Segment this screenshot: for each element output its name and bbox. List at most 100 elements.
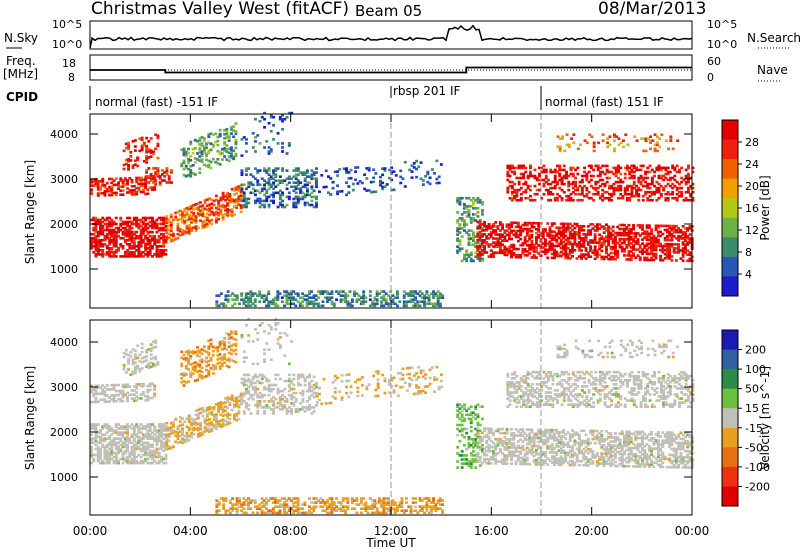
power-cell	[505, 249, 509, 253]
power-cell	[657, 164, 661, 168]
power-cell	[547, 190, 550, 194]
power-cell	[321, 292, 325, 295]
velocity-cell	[148, 425, 152, 428]
power-cell	[650, 238, 653, 242]
velocity-cell	[94, 398, 98, 402]
power-cell	[214, 198, 218, 202]
power-cell	[427, 296, 431, 299]
power-cell	[238, 302, 241, 306]
power-cell	[644, 192, 647, 196]
velocity-cell	[92, 400, 96, 404]
power-cell	[671, 192, 675, 196]
velocity-cell	[160, 425, 163, 428]
velocity-cell	[230, 358, 233, 362]
power-cell	[650, 190, 654, 194]
velocity-cell	[110, 445, 114, 449]
power-cell	[632, 182, 636, 186]
power-cell	[96, 253, 100, 256]
velocity-cell	[130, 435, 134, 438]
power-cell	[542, 178, 546, 182]
power-cell	[585, 188, 589, 192]
power-cell	[559, 222, 563, 226]
velocity-cell	[151, 451, 154, 455]
power-cell	[167, 236, 171, 240]
power-cell	[141, 232, 145, 236]
power-cell	[315, 203, 318, 207]
power-cell	[226, 195, 230, 199]
power-cell	[330, 302, 334, 306]
power-cell	[463, 253, 466, 257]
power-cell	[137, 249, 141, 252]
power-cell	[267, 181, 271, 184]
power-cell	[638, 246, 642, 249]
velocity-cell	[200, 374, 204, 378]
power-cell	[155, 245, 159, 248]
power-cell	[517, 198, 521, 202]
power-cell	[247, 302, 250, 306]
power-cell	[517, 176, 521, 180]
velocity-cell	[290, 387, 294, 391]
power-cell	[528, 248, 532, 251]
power-cell	[123, 234, 127, 238]
power-cell	[608, 192, 611, 196]
power-cell	[237, 199, 241, 202]
velocity-cell	[207, 374, 211, 377]
velocity-cell	[235, 396, 239, 400]
power-cell	[326, 296, 329, 299]
power-cell	[227, 139, 231, 142]
velocity-cell	[225, 364, 229, 368]
power-cell	[306, 169, 309, 172]
power-cell	[637, 198, 641, 202]
power-cell	[94, 230, 98, 234]
power-cell	[666, 198, 670, 202]
velocity-cell	[306, 408, 309, 411]
power-cell	[547, 182, 550, 186]
velocity-cell	[133, 371, 137, 375]
power-cell	[652, 254, 656, 258]
power-cell	[315, 195, 318, 199]
power-cell	[691, 190, 695, 194]
power-cell	[614, 237, 617, 241]
power-cell	[205, 222, 209, 226]
power-cell	[101, 192, 105, 195]
velocity-cell	[303, 383, 307, 387]
power-cell	[647, 242, 651, 246]
power-cell	[432, 304, 435, 308]
velocity-cell	[256, 379, 260, 383]
power-cell	[522, 166, 526, 170]
velocity-cell	[121, 441, 125, 445]
power-cell	[481, 201, 484, 204]
power-cell	[380, 302, 384, 306]
power-cell	[510, 251, 513, 255]
velocity-cell	[139, 397, 143, 400]
velocity-cell	[223, 401, 227, 404]
power-cell	[615, 135, 619, 138]
power-cell	[225, 144, 229, 147]
power-cell	[190, 215, 193, 218]
power-cell	[344, 292, 347, 295]
power-cell	[251, 146, 255, 149]
power-cell	[283, 179, 287, 182]
velocity-cell	[105, 453, 109, 457]
velocity-cell	[196, 350, 199, 353]
power-cell	[587, 170, 591, 174]
power-cell	[626, 184, 629, 188]
velocity-cell	[193, 361, 197, 364]
power-cell	[589, 247, 593, 250]
power-cell	[425, 290, 429, 293]
power-cell	[332, 304, 336, 308]
power-cell	[202, 147, 206, 150]
power-cell	[205, 208, 209, 212]
power-cell	[146, 192, 150, 196]
power-cell	[641, 198, 645, 202]
power-cell	[669, 135, 673, 138]
power-cell	[165, 221, 169, 224]
power-cell	[101, 184, 105, 187]
power-cell	[296, 179, 300, 182]
power-cell	[345, 167, 348, 170]
velocity-cell	[290, 381, 294, 385]
power-cell	[553, 184, 557, 188]
velocity-cell	[290, 412, 294, 415]
power-cell	[96, 234, 100, 238]
power-cell	[267, 187, 271, 191]
